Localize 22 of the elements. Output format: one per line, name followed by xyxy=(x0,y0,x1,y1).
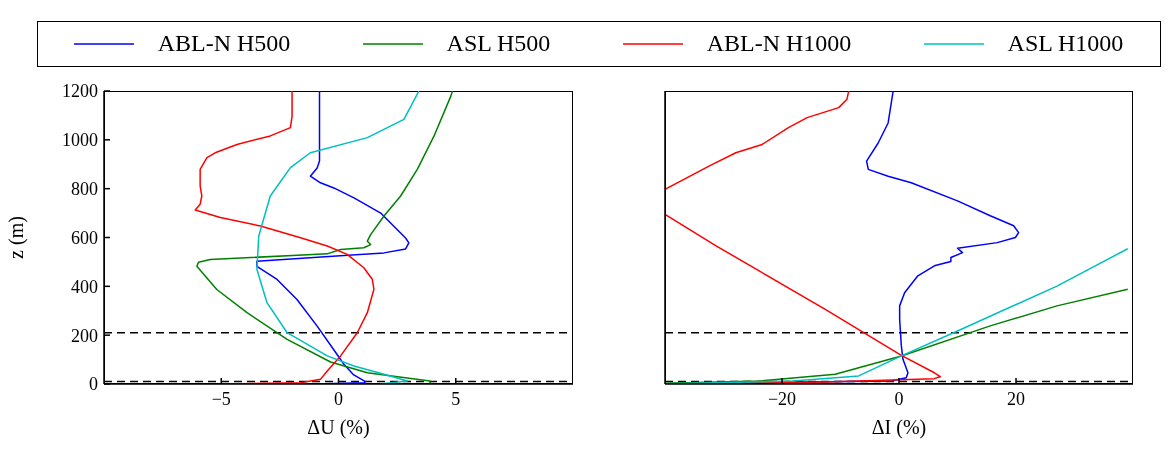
x-tick-label: −20 xyxy=(767,388,797,409)
x-tick-label: −5 xyxy=(211,388,231,409)
x-tick-label: 0 xyxy=(334,388,343,409)
legend-label: ASL H1000 xyxy=(1007,30,1124,57)
y-tick-label: 1200 xyxy=(62,81,98,102)
x-tick-label: 5 xyxy=(451,388,461,409)
x-axis-title: ΔU (%) xyxy=(306,416,371,439)
x-axis-title: ΔI (%) xyxy=(870,416,928,439)
y-tick-label: 200 xyxy=(71,325,98,346)
x-tick-label: 20 xyxy=(1007,388,1025,409)
legend-label: ASL H500 xyxy=(446,30,551,57)
legend-label: ABL-N H1000 xyxy=(706,30,852,57)
line-series xyxy=(194,91,375,384)
y-tick-label: 400 xyxy=(71,276,98,297)
line-series xyxy=(196,91,454,384)
x-tick-label: 0 xyxy=(894,388,904,409)
y-tick-label: 600 xyxy=(71,227,98,248)
y-axis-title: z (m) xyxy=(5,216,29,259)
y-tick-label: 800 xyxy=(71,179,98,200)
y-tick-label: 0 xyxy=(89,374,98,395)
legend-label: ABL-N H500 xyxy=(157,30,291,57)
y-tick-label: 1000 xyxy=(62,130,98,151)
